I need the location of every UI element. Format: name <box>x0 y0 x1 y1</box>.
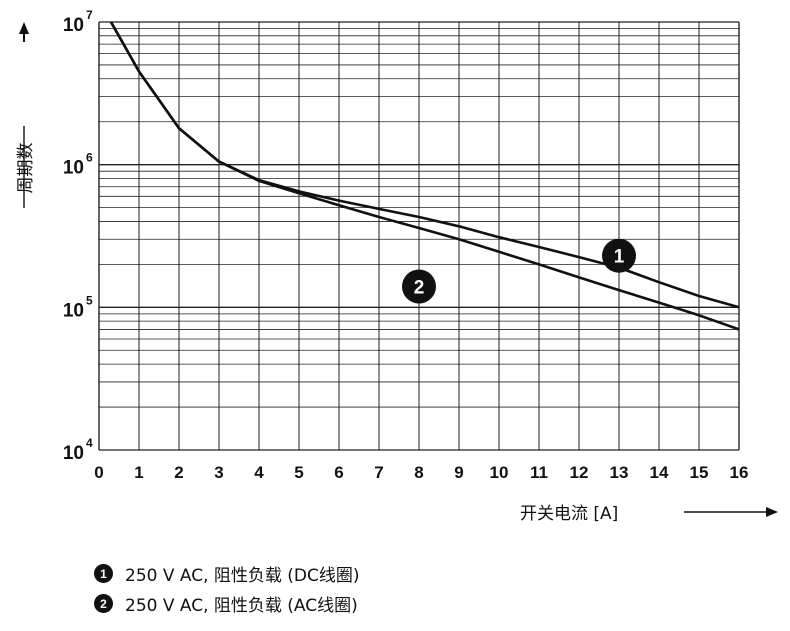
x-tick-label: 3 <box>214 463 223 482</box>
x-tick-label: 4 <box>254 463 264 482</box>
x-tick-label: 12 <box>570 463 589 482</box>
x-tick-label: 10 <box>490 463 509 482</box>
annotation-marker-1 <box>602 238 636 273</box>
y-tick-label: 10 <box>63 443 84 464</box>
legend-item-2: 2 250 V AC, 阻性负载 (AC线圈) <box>94 591 358 616</box>
y-tick-exponent: 7 <box>86 8 93 22</box>
x-tick-label: 14 <box>650 463 669 482</box>
y-tick-label: 10 <box>63 15 84 36</box>
series-line-2 <box>109 21 740 331</box>
y-tick-exponent: 4 <box>86 436 93 450</box>
x-tick-label: 0 <box>94 463 103 482</box>
x-tick-label: 1 <box>134 463 143 482</box>
grid <box>98 21 740 451</box>
x-tick-label: 11 <box>530 463 548 482</box>
legend-marker-1: 1 <box>94 564 113 583</box>
x-tick-label: 16 <box>730 463 749 482</box>
y-tick-exponent: 5 <box>86 293 93 307</box>
annotation-label-2: 2 <box>414 277 425 298</box>
x-tick-label: 9 <box>454 463 463 482</box>
x-tick-label: 8 <box>414 463 423 482</box>
x-tick-labels: 0 1 2 3 4 5 6 7 8 9 10 11 12 13 14 15 16 <box>94 463 748 482</box>
legend-text-1: 250 V AC, 阻性负载 (DC线圈) <box>125 566 360 586</box>
legend-marker-2: 2 <box>94 594 113 613</box>
annotation-label-1: 1 <box>614 247 625 268</box>
legend-text-2: 250 V AC, 阻性负载 (AC线圈) <box>125 596 358 616</box>
y-tick-exponent: 6 <box>86 151 93 165</box>
legend-item-1: 1 250 V AC, 阻性负载 (DC线圈) <box>94 561 360 586</box>
x-tick-label: 15 <box>690 463 709 482</box>
x-axis-label: 开关电流 [A] <box>520 504 618 524</box>
x-tick-label: 13 <box>610 463 629 482</box>
x-tick-label: 7 <box>374 463 383 482</box>
x-tick-label: 6 <box>334 463 343 482</box>
annotation-layer: 12 <box>402 238 636 304</box>
x-tick-label: 5 <box>294 463 303 482</box>
y-axis-label: 周期数 <box>16 143 36 194</box>
y-tick-label: 10 <box>63 300 84 321</box>
annotation-marker-2 <box>402 269 436 304</box>
x-tick-label: 2 <box>174 463 183 482</box>
y-tick-label: 10 <box>63 158 84 179</box>
series-layer <box>109 21 740 331</box>
